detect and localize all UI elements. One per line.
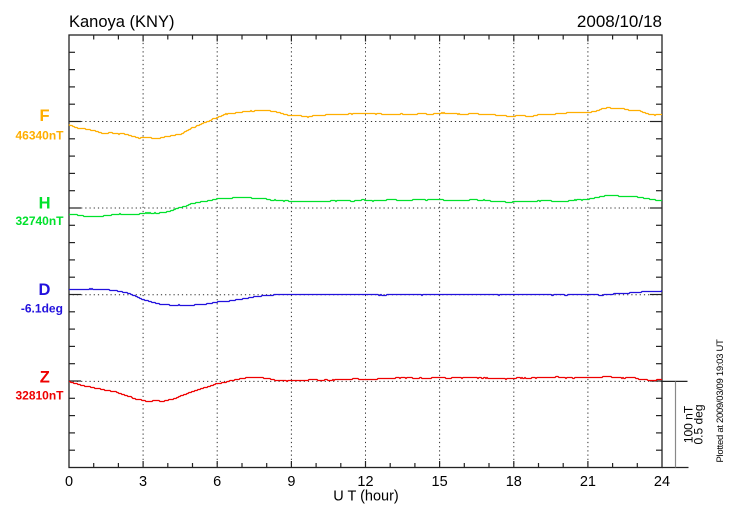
svg-text:15: 15 [432, 474, 448, 490]
svg-text:6: 6 [213, 474, 221, 490]
svg-text:U T (hour): U T (hour) [333, 489, 399, 505]
svg-text:-6.1deg: -6.1deg [21, 302, 63, 316]
svg-text:0: 0 [65, 474, 73, 490]
svg-text:Kanoya (KNY): Kanoya (KNY) [69, 13, 174, 31]
svg-text:21: 21 [580, 474, 596, 490]
svg-text:9: 9 [287, 474, 295, 490]
svg-text:D: D [38, 281, 50, 299]
svg-text:24: 24 [654, 474, 670, 490]
svg-text:32810nT: 32810nT [15, 389, 64, 403]
svg-text:100 nT: 100 nT [682, 405, 696, 443]
svg-text:32740nT: 32740nT [15, 214, 64, 228]
svg-text:18: 18 [506, 474, 522, 490]
svg-text:H: H [39, 195, 51, 213]
svg-text:46340nT: 46340nT [15, 129, 64, 143]
svg-text:Z: Z [40, 369, 50, 387]
svg-text:2008/10/18: 2008/10/18 [577, 12, 662, 31]
svg-text:F: F [39, 107, 49, 125]
svg-text:12: 12 [357, 474, 373, 490]
svg-text:0.5 deg: 0.5 deg [692, 404, 706, 444]
svg-text:Plotted at 2009/03/09 19:03 UT: Plotted at 2009/03/09 19:03 UT [715, 339, 726, 463]
svg-text:3: 3 [139, 474, 147, 490]
